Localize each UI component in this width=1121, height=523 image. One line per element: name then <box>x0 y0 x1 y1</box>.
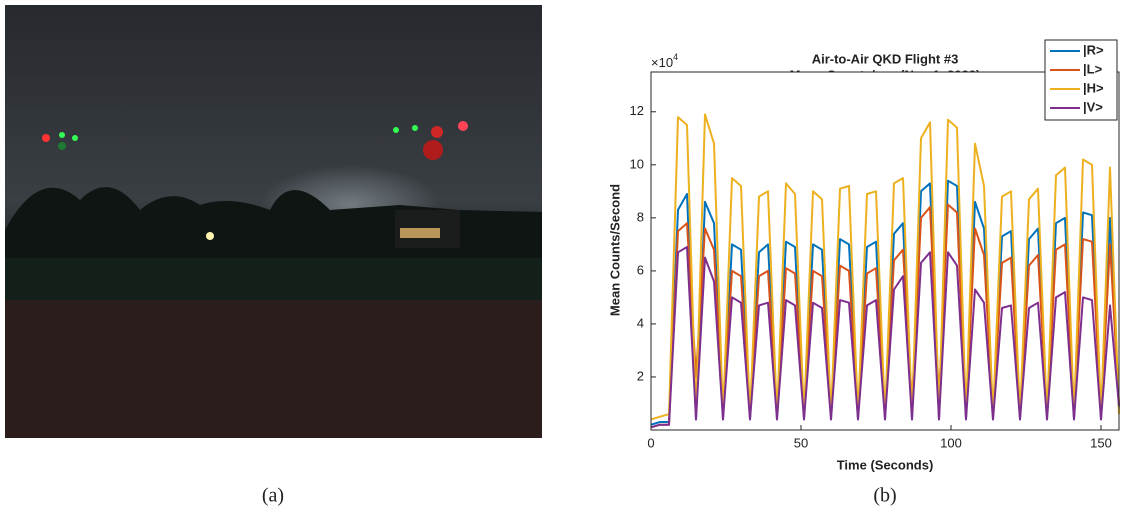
legend-label: |L> <box>1083 61 1103 76</box>
y-tick-label: 8 <box>637 209 644 224</box>
x-tick-label: 150 <box>1090 435 1112 450</box>
figure: (a) (b) Air-to-Air QKD Flight #3 Mean Co… <box>0 0 1121 518</box>
y-tick-label: 6 <box>637 262 644 277</box>
x-tick-label: 100 <box>940 435 962 450</box>
y-tick-label: 2 <box>637 368 644 383</box>
y-tick-label: 10 <box>630 156 644 171</box>
legend-label: |V> <box>1083 99 1103 114</box>
y-tick-label: 4 <box>637 315 644 330</box>
chart-title: Air-to-Air QKD Flight #3 <box>812 51 959 66</box>
legend-label: |H> <box>1083 80 1104 95</box>
y-multiplier-base: ×10 <box>651 55 673 70</box>
x-tick-label: 0 <box>647 435 654 450</box>
photo <box>5 5 542 438</box>
y-axis-label: Mean Counts/Second <box>607 184 622 316</box>
x-tick-label: 50 <box>794 435 808 450</box>
y-tick-label: 12 <box>630 103 644 118</box>
y-multiplier-exponent: 4 <box>673 52 678 62</box>
x-axis-label: Time (Seconds) <box>837 457 934 472</box>
y-multiplier: ×104 <box>651 52 678 70</box>
caption: (a) <box>262 485 284 507</box>
legend-label: |R> <box>1083 42 1104 57</box>
caption: (b) <box>873 485 896 507</box>
